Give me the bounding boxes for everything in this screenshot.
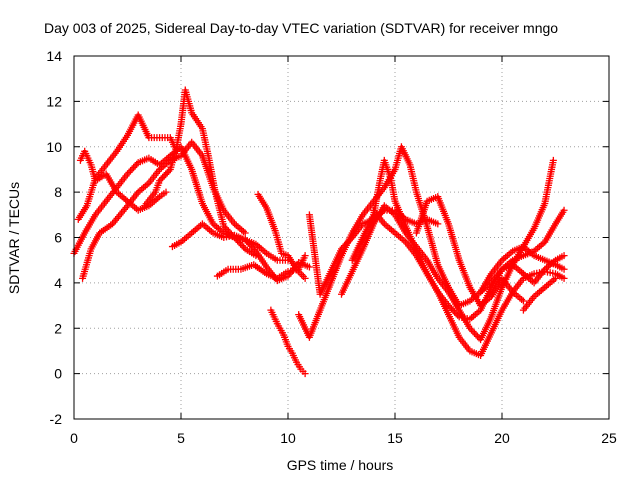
x-tick-label: 10 [280, 430, 296, 446]
data-point [244, 239, 252, 247]
data-point [342, 240, 350, 248]
data-markers [70, 86, 568, 378]
y-axis-label: SDTVAR / TECUs [6, 182, 22, 294]
data-point [454, 311, 462, 319]
series-track-15 [412, 193, 527, 310]
data-point [159, 174, 167, 182]
x-tick-label: 0 [70, 430, 78, 446]
y-tick-label: 2 [54, 320, 62, 336]
data-point [345, 237, 353, 245]
data-point [560, 206, 568, 214]
data-point [238, 242, 246, 250]
x-tick-label: 20 [494, 430, 510, 446]
data-point [131, 162, 139, 170]
data-point [165, 167, 173, 175]
y-tick-label: -2 [50, 411, 63, 427]
data-point [451, 308, 459, 316]
data-point [130, 163, 138, 171]
data-point [474, 332, 482, 340]
data-point [162, 188, 170, 196]
y-tick-label: 12 [46, 93, 62, 109]
data-point [220, 222, 228, 230]
data-point [243, 237, 251, 245]
series-track-14 [370, 206, 568, 359]
data-point [301, 252, 309, 260]
data-point [240, 243, 248, 251]
data-point [160, 172, 168, 180]
series-track-12 [338, 156, 557, 344]
data-point [549, 156, 557, 164]
data-point [341, 242, 349, 250]
y-tick-label: 14 [46, 48, 62, 64]
data-point [344, 238, 352, 246]
data-point [466, 324, 474, 332]
y-tick-label: 8 [54, 184, 62, 200]
x-axis-label: GPS time / hours [287, 457, 394, 473]
data-point [339, 243, 347, 251]
data-point [301, 274, 309, 282]
data-point [128, 165, 136, 173]
y-tick-label: 10 [46, 139, 62, 155]
series-track-8 [254, 190, 309, 282]
data-point [472, 331, 480, 339]
data-point [560, 252, 568, 260]
data-point [241, 229, 249, 237]
data-point [552, 274, 559, 282]
data-point [347, 235, 355, 243]
data-point [163, 169, 171, 177]
data-point [446, 303, 454, 311]
data-point [124, 170, 131, 178]
data-point [301, 370, 309, 378]
data-point [434, 220, 442, 228]
data-point [560, 265, 568, 273]
data-point [247, 242, 255, 250]
data-point [467, 326, 475, 334]
series-track-5 [141, 86, 260, 260]
x-tick-label: 15 [387, 430, 403, 446]
data-point [452, 310, 460, 318]
axis-ticks: 0 5 10 15 20 25 -2 0 2 4 6 8 10 12 14 [46, 48, 617, 446]
data-point [519, 297, 527, 305]
data-point [162, 170, 170, 178]
data-point [133, 160, 141, 168]
data-point [470, 329, 478, 337]
data-point [223, 225, 231, 233]
data-point [449, 306, 457, 314]
data-point [125, 168, 133, 176]
data-point [448, 305, 456, 313]
data-point [469, 327, 477, 335]
data-point [249, 244, 257, 252]
series-track-16 [477, 252, 568, 296]
data-point [241, 236, 249, 244]
series-track-9 [267, 306, 309, 378]
y-tick-label: 4 [54, 275, 62, 291]
data-point [560, 274, 568, 282]
data-point [224, 227, 232, 235]
data-point [246, 241, 254, 249]
data-point [237, 240, 245, 248]
series-track-17 [519, 274, 559, 314]
x-tick-label: 25 [601, 430, 617, 446]
y-tick-label: 0 [54, 366, 62, 382]
series-track-1 [70, 143, 292, 264]
y-tick-label: 6 [54, 230, 62, 246]
chart-title: Day 003 of 2025, Sidereal Day-to-day VTE… [44, 20, 558, 36]
data-point [250, 245, 258, 253]
x-tick-label: 5 [177, 430, 185, 446]
data-point [156, 177, 164, 185]
data-point [305, 263, 313, 271]
data-point [127, 167, 135, 175]
data-point [157, 175, 165, 183]
data-point [221, 224, 229, 232]
data-point [338, 245, 345, 253]
